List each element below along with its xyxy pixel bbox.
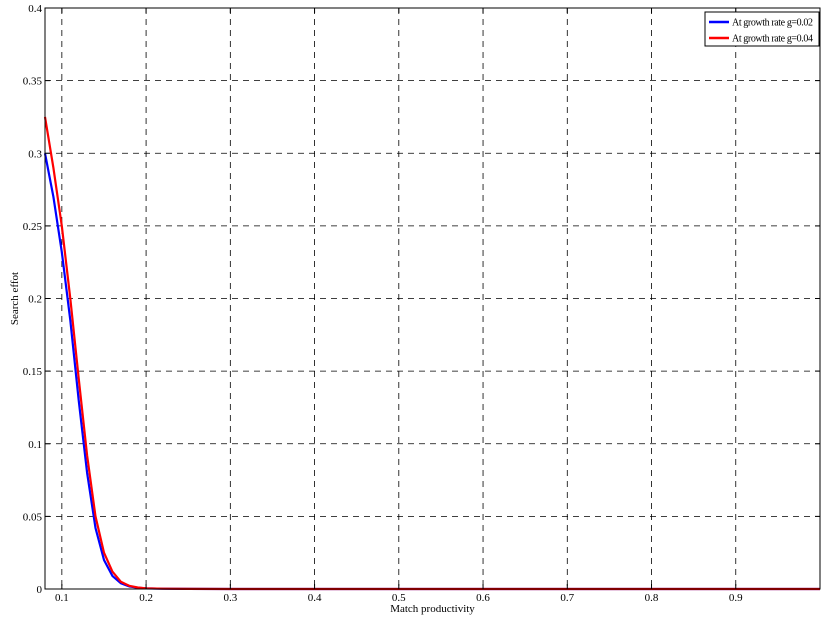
legend-entry-2: At growth rate g=0.04 <box>732 34 813 45</box>
x-tick-labels: 0.1 0.2 0.3 0.4 0.5 0.6 0.7 0.8 0.9 <box>55 592 743 604</box>
series-lines <box>43 116 820 591</box>
legend-entry-1: At growth rate g=0.02 <box>732 18 813 29</box>
y-axis-label: Search effot <box>9 272 21 325</box>
y-tick-label: 0.25 <box>23 221 43 233</box>
x-axis-label: Match productivity <box>390 603 475 615</box>
y-tick-label: 0.15 <box>23 366 43 378</box>
y-tick-label: 0.05 <box>23 511 43 523</box>
y-tick-label: 0.1 <box>28 439 42 451</box>
x-tick-label: 0.4 <box>308 592 322 604</box>
y-tick-label: 0 <box>37 584 43 596</box>
legend-box <box>704 11 820 47</box>
x-tick-label: 0.1 <box>55 592 69 604</box>
legend: At growth rate g=0.02 At growth rate g=0.… <box>704 11 820 47</box>
series-line-2 <box>43 116 820 591</box>
x-tick-label: 0.8 <box>645 592 659 604</box>
y-tick-label: 0.3 <box>28 148 42 160</box>
grid-lines <box>45 8 820 589</box>
x-tick-label: 0.5 <box>392 592 406 604</box>
y-tick-labels: 0 0.05 0.1 0.15 0.2 0.25 0.3 0.35 0.4 <box>23 3 43 596</box>
x-tick-label: 0.3 <box>223 592 237 604</box>
x-tick-label: 0.9 <box>729 592 743 604</box>
axis-ticks <box>45 7 820 590</box>
y-tick-label: 0.35 <box>23 76 43 88</box>
y-tick-label: 0.2 <box>28 294 42 306</box>
y-tick-label: 0.4 <box>28 3 42 15</box>
x-tick-label: 0.2 <box>139 592 153 604</box>
x-tick-label: 0.7 <box>560 592 574 604</box>
x-tick-label: 0.6 <box>476 592 490 604</box>
